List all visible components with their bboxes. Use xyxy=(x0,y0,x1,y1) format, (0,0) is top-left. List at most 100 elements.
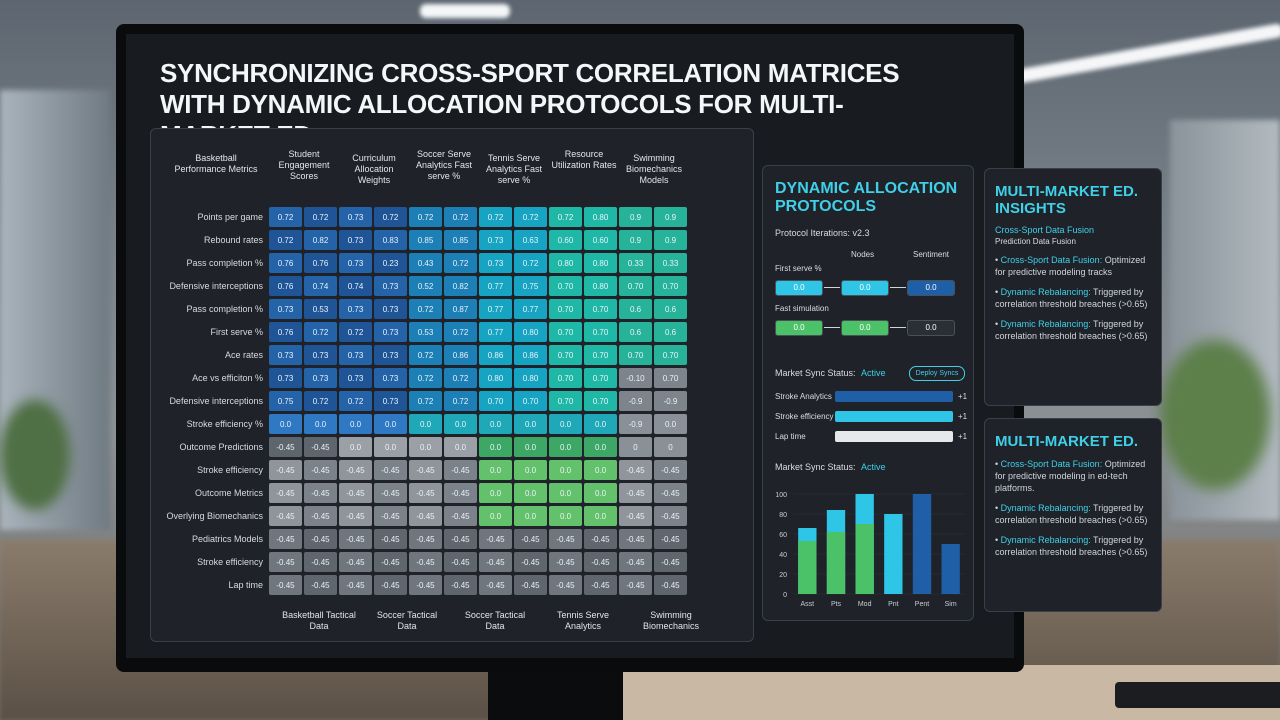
heatmap-cell: 0.70 xyxy=(584,345,617,365)
heatmap-cell: -0.45 xyxy=(304,506,337,526)
keyboard xyxy=(1115,682,1280,708)
heatmap-cell: -0.45 xyxy=(584,529,617,549)
x-tick-label: Pnt xyxy=(888,601,899,608)
flow-node: 0.0 xyxy=(775,280,823,296)
heatmap-cell: 0.53 xyxy=(304,299,337,319)
heatmap-cell: 0.52 xyxy=(409,276,442,296)
flow-label: First serve % xyxy=(775,264,822,273)
heatmap-cell: 0.70 xyxy=(654,345,687,365)
status-delta: +1 xyxy=(958,392,968,401)
heatmap-cell: 0.6 xyxy=(619,322,652,342)
heatmap-cell: 0.72 xyxy=(479,207,512,227)
heatmap-cell: -0.45 xyxy=(444,506,477,526)
heatmap-cell: 0.76 xyxy=(304,253,337,273)
heatmap-cell: -0.45 xyxy=(269,506,302,526)
heatmap-cell: 0.80 xyxy=(549,253,582,273)
row-label: Ace rates xyxy=(224,350,263,360)
heatmap-cell: 0.70 xyxy=(654,276,687,296)
insight-bullet: • Cross-Sport Data Fusion: Optimized for… xyxy=(995,459,1146,493)
heatmap-cell: 0.86 xyxy=(444,345,477,365)
heatmap-cell: 0.0 xyxy=(584,483,617,503)
heatmap-cell: 0.60 xyxy=(584,230,617,250)
heatmap-cell: -0.45 xyxy=(269,552,302,572)
row-label: Pass completion % xyxy=(186,258,263,268)
heatmap-cell: 0.70 xyxy=(584,391,617,411)
heatmap-cell: 0.70 xyxy=(584,368,617,388)
heatmap-cell: 0.72 xyxy=(374,207,407,227)
heatmap-cell: 0.0 xyxy=(549,437,582,457)
heatmap-cell: -0.45 xyxy=(654,575,687,595)
bullet-label: Dynamic Rebalancing: xyxy=(1000,535,1091,545)
plant xyxy=(0,400,70,510)
heatmap-cell: 0.0 xyxy=(514,437,547,457)
bar xyxy=(884,514,903,594)
heatmap-cell: 0.33 xyxy=(654,253,687,273)
heatmap-cell: -0.45 xyxy=(374,506,407,526)
heatmap-cell: -0.9 xyxy=(654,391,687,411)
heatmap-cell: -0.45 xyxy=(549,529,582,549)
y-tick-label: 80 xyxy=(779,512,787,519)
heatmap-cell: 0.70 xyxy=(549,345,582,365)
heatmap-cell: -0.45 xyxy=(374,575,407,595)
heatmap-cell: 0.9 xyxy=(654,230,687,250)
heatmap-cell: -0.45 xyxy=(514,552,547,572)
status-bar xyxy=(835,411,953,422)
heatmap-cell: 0.6 xyxy=(654,299,687,319)
heatmap-cell: 0.70 xyxy=(549,299,582,319)
heatmap-cell: 0.70 xyxy=(549,276,582,296)
heatmap-cell: -0.45 xyxy=(654,483,687,503)
flow-node: 0.0 xyxy=(841,280,889,296)
row-label: Pass completion % xyxy=(186,304,263,314)
heatmap-cell: 0.82 xyxy=(444,276,477,296)
row-label: Defensive interceptions xyxy=(169,281,263,291)
heatmap-cell: 0.72 xyxy=(444,322,477,342)
row-label: Points per game xyxy=(197,212,263,222)
heatmap-cell: 0.80 xyxy=(584,207,617,227)
bullet-label: Dynamic Rebalancing: xyxy=(1000,319,1091,329)
heatmap-cell: -0.45 xyxy=(304,529,337,549)
heatmap-cell: 0.0 xyxy=(374,414,407,434)
bar xyxy=(941,544,960,594)
heatmap-cell: -0.45 xyxy=(269,437,302,457)
heatmap-cell: 0.80 xyxy=(584,253,617,273)
column-header: Tennis Serve Analytics Fast serve % xyxy=(485,153,543,185)
heatmap-cell: 0.73 xyxy=(374,345,407,365)
heatmap-cell: -0.45 xyxy=(374,552,407,572)
heatmap-cell: -0.45 xyxy=(619,552,652,572)
flow-node: 0.0 xyxy=(775,320,823,336)
y-tick-label: 100 xyxy=(775,492,787,499)
heatmap-cell: -0.45 xyxy=(654,506,687,526)
heatmap-cell: 0.70 xyxy=(549,391,582,411)
deploy-button[interactable]: Deploy Syncs xyxy=(909,366,965,381)
bar-chart: 0 20 40 60 80 100 Asst Pts Mod Pnt Pent Sim xyxy=(775,492,965,608)
row-label: Defensive interceptions xyxy=(169,396,263,406)
heatmap-cell: 0.72 xyxy=(339,322,372,342)
footer-label: Soccer Tactical Data xyxy=(464,610,526,631)
heatmap-cell: -0.45 xyxy=(549,552,582,572)
bullet-label: Dynamic Rebalancing: xyxy=(1000,503,1091,513)
heatmap-cell: -0.45 xyxy=(339,575,372,595)
heatmap-cell: -0.45 xyxy=(269,575,302,595)
heatmap-cell: -0.45 xyxy=(409,483,442,503)
sync-state: Active xyxy=(861,368,886,378)
heatmap-cell: -0.45 xyxy=(444,552,477,572)
status-bar xyxy=(835,391,953,402)
heatmap-cell: 0.0 xyxy=(514,506,547,526)
heatmap-cell: 0.70 xyxy=(654,368,687,388)
heatmap-cell: 0.77 xyxy=(514,299,547,319)
heatmap-cell: 0.53 xyxy=(409,322,442,342)
insights-panel: MULTI-MARKET ED. INSIGHTS Cross-Sport Dat… xyxy=(984,168,1162,406)
footer-label: Tennis Serve Analytics xyxy=(556,610,610,631)
heatmap-cell: 0.9 xyxy=(654,207,687,227)
heatmap-cell: -0.9 xyxy=(619,391,652,411)
sync-label: Market Sync Status: xyxy=(775,368,856,378)
heatmap-cell: 0.0 xyxy=(479,506,512,526)
heatmap-cell: -0.45 xyxy=(549,575,582,595)
heatmap-cell: 0.0 xyxy=(269,414,302,434)
bullet-label: Dynamic Rebalancing: xyxy=(1000,287,1091,297)
bar xyxy=(826,532,846,594)
heatmap-cell: 0.70 xyxy=(549,322,582,342)
heatmap-cell: 0.70 xyxy=(619,276,652,296)
y-tick-label: 20 xyxy=(779,572,787,579)
